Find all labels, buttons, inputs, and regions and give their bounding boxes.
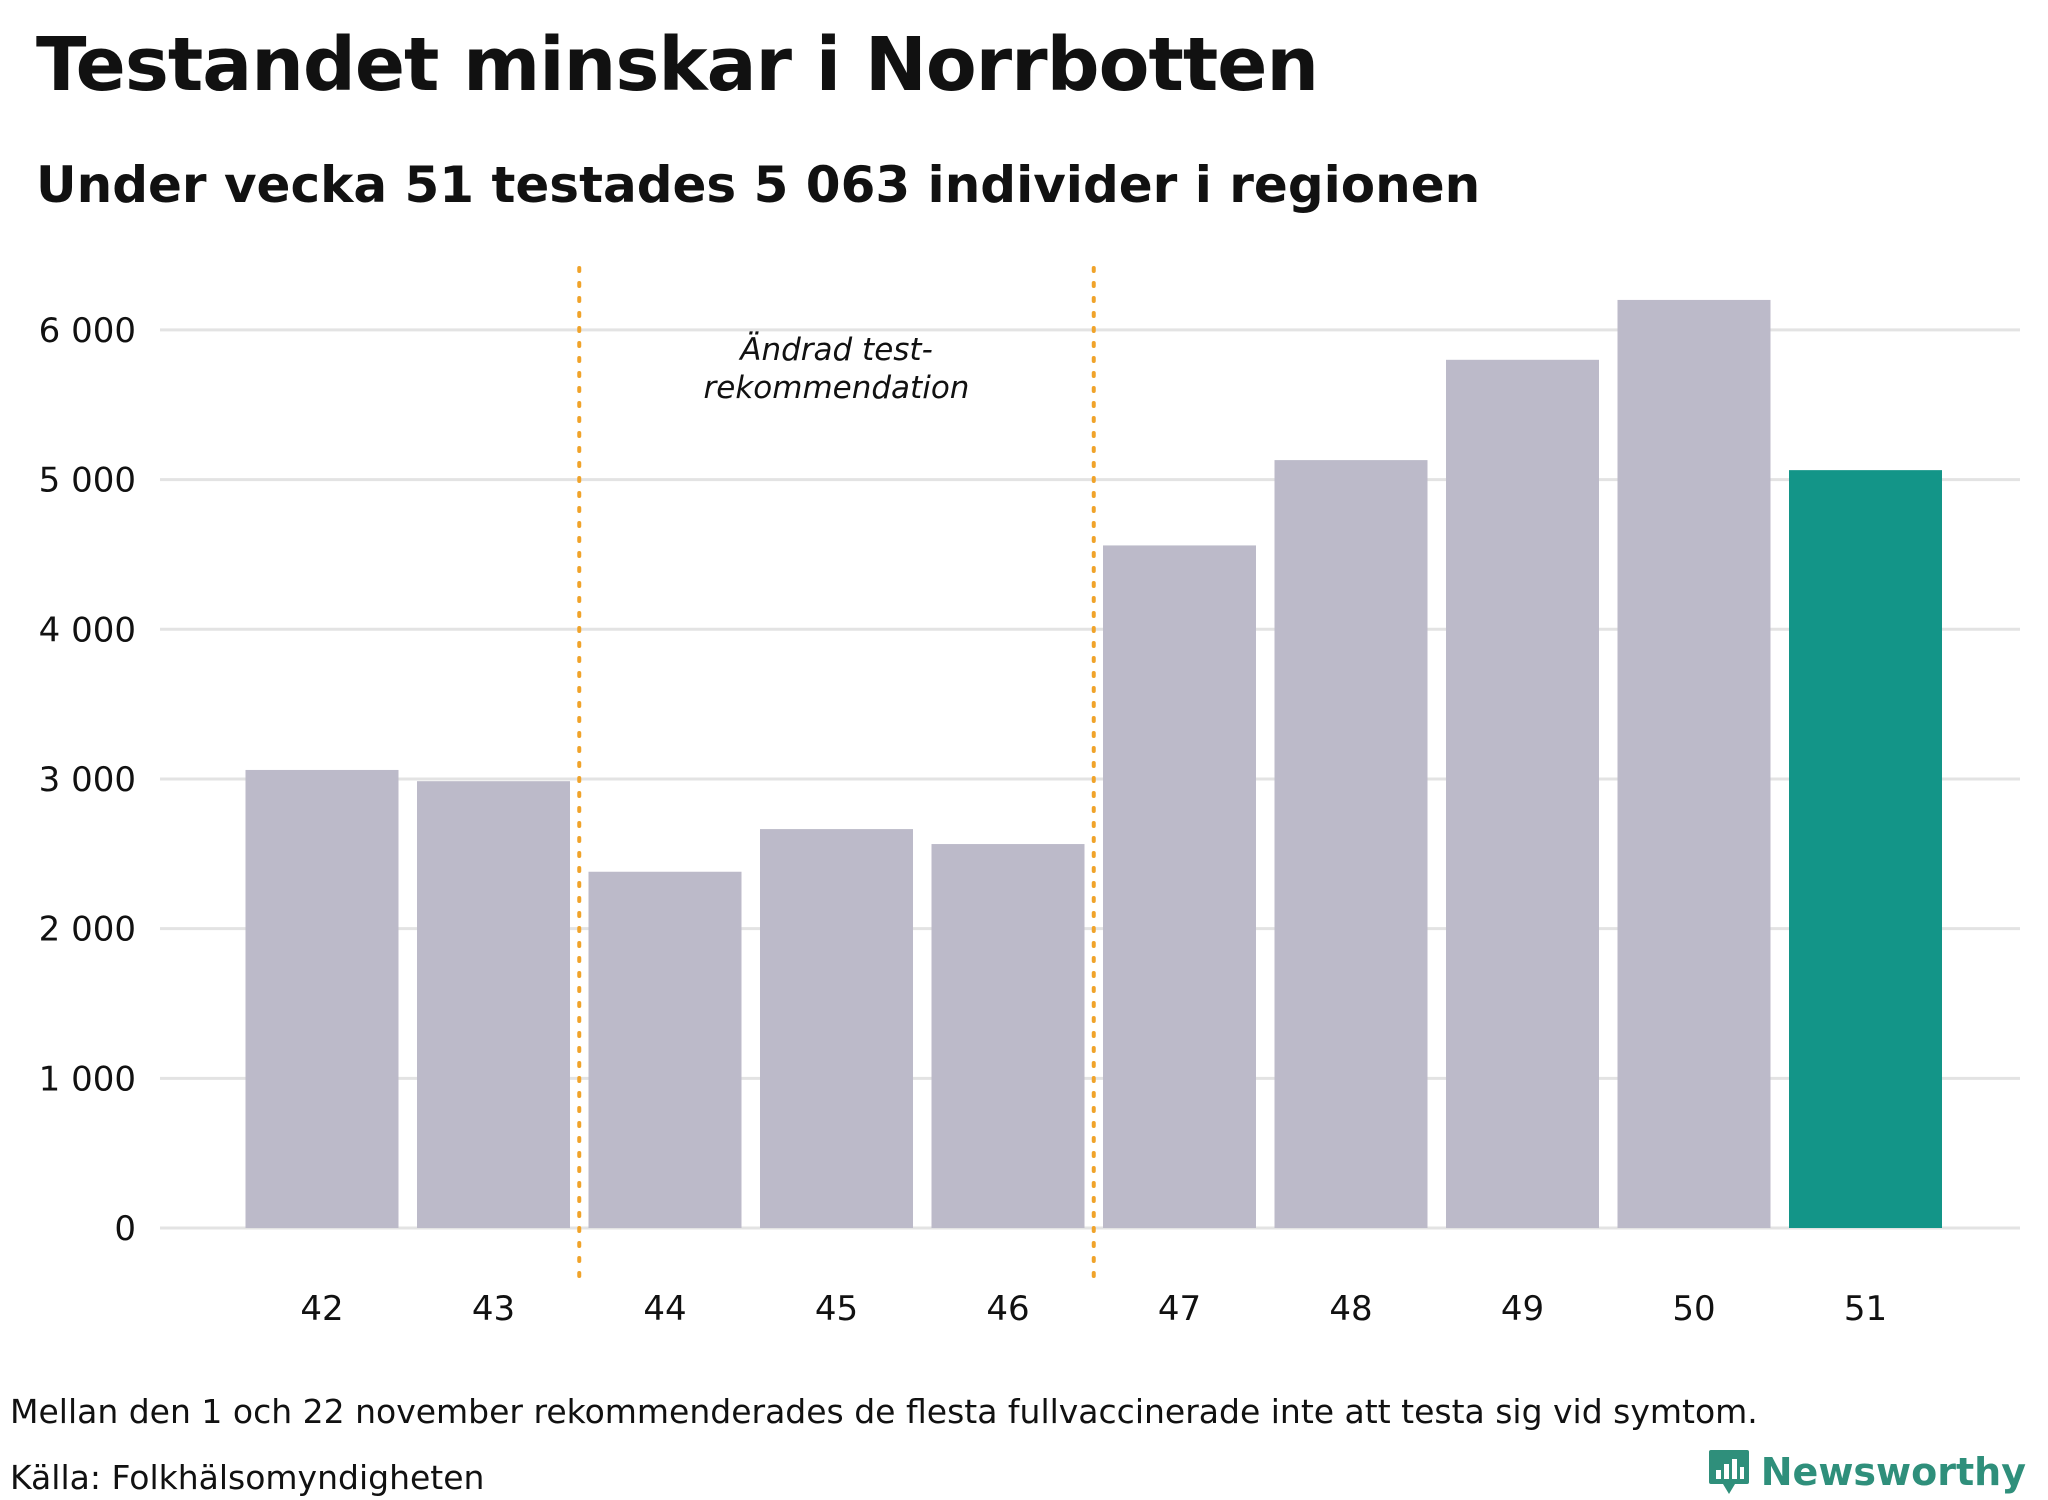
annotation-text-line: rekommendation xyxy=(704,370,970,406)
bar-chart-badge-icon xyxy=(1708,1450,1749,1494)
bar-week-45 xyxy=(760,829,913,1228)
y-tick-label: 3 000 xyxy=(39,760,136,800)
x-tick-label: 48 xyxy=(1329,1289,1372,1329)
bar-week-44 xyxy=(588,871,742,1228)
x-tick-label: 46 xyxy=(986,1289,1029,1329)
x-axis-tick-labels: 42 43 44 45 46 47 48 49 50 51 xyxy=(300,1289,1887,1329)
y-tick-label: 6 000 xyxy=(39,311,136,351)
chart-title: Testandet minskar i Norrbotten xyxy=(36,22,1319,108)
y-tick-label: 1 000 xyxy=(39,1059,136,1099)
bar-week-43 xyxy=(417,781,570,1228)
y-tick-label: 5 000 xyxy=(39,461,136,501)
y-tick-label: 0 xyxy=(114,1209,136,1249)
bars xyxy=(245,299,1942,1228)
annotation-text-line: Ändrad test- xyxy=(738,332,933,368)
reference-lines xyxy=(577,266,1096,1284)
y-tick-label: 4 000 xyxy=(39,610,136,650)
x-tick-label: 44 xyxy=(643,1289,686,1329)
bar-week-48 xyxy=(1274,460,1428,1228)
x-tick-label: 45 xyxy=(815,1289,858,1329)
chart-subtitle: Under vecka 51 testades 5 063 individer … xyxy=(36,156,1481,214)
x-tick-label: 42 xyxy=(300,1289,343,1329)
bar-week-46 xyxy=(931,844,1085,1228)
source-credit: Källa: Folkhälsomyndigheten xyxy=(10,1458,485,1497)
y-tick-label: 2 000 xyxy=(39,910,136,950)
bar-week-49 xyxy=(1446,359,1599,1228)
x-tick-label: 49 xyxy=(1501,1289,1544,1329)
bar-week-51 xyxy=(1789,470,1942,1228)
bar-week-42 xyxy=(245,769,399,1228)
brand-logo: Newsworthy xyxy=(1707,1448,2026,1496)
brand-name: Newsworthy xyxy=(1760,1450,2026,1494)
footnote: Mellan den 1 och 22 november rekommender… xyxy=(10,1392,1758,1431)
x-tick-label: 43 xyxy=(472,1289,515,1329)
bar-week-50 xyxy=(1617,299,1771,1228)
bar-week-47 xyxy=(1103,545,1256,1228)
x-tick-label: 50 xyxy=(1672,1289,1715,1329)
x-tick-label: 51 xyxy=(1844,1289,1887,1329)
x-tick-label: 47 xyxy=(1158,1289,1201,1329)
y-axis-tick-labels: 0 1 000 2 000 3 000 4 000 5 000 6 000 xyxy=(39,311,136,1249)
annotation: Ändrad test-rekommendation xyxy=(704,332,970,406)
